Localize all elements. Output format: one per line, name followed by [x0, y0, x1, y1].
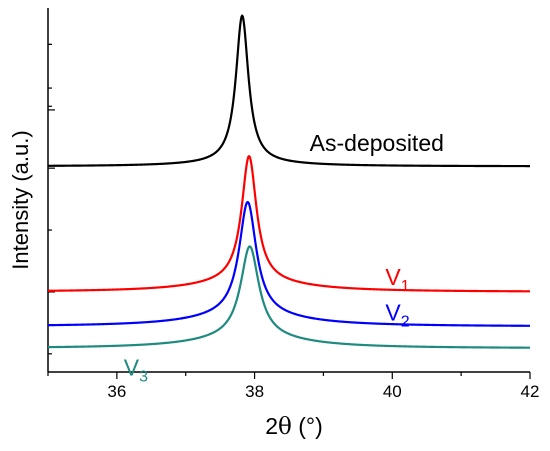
series-line-v2 — [47, 200, 531, 327]
series-label-as-deposited: As-deposited — [310, 130, 444, 156]
x-tick-label: 42 — [521, 382, 540, 401]
series-label-v1: V1 — [385, 264, 409, 295]
series-label-main: V — [385, 300, 401, 326]
series-lines — [47, 14, 531, 349]
series-label-main: V — [124, 355, 140, 381]
series-label-subscript: 1 — [401, 278, 410, 295]
series-line-v3 — [47, 245, 531, 349]
x-axis-label-main: 2 — [265, 413, 278, 439]
x-axis-label-unit: (°) — [292, 413, 323, 439]
x-tick-label: 36 — [107, 382, 126, 401]
x-tick-label: 40 — [383, 382, 402, 401]
x-tick-label: 38 — [245, 382, 264, 401]
y-axis-label: Intensity (a.u.) — [8, 130, 33, 269]
x-axis-label: 2θ (°) — [265, 413, 323, 440]
series-label-main: As-deposited — [310, 130, 444, 156]
series-label-v2: V2 — [385, 300, 409, 331]
series-line-v1 — [47, 155, 531, 293]
series-line-as-deposited — [47, 14, 531, 168]
x-axis-label-theta: θ — [278, 414, 292, 440]
series-label-subscript: 3 — [139, 369, 148, 386]
series-label-main: V — [385, 264, 401, 290]
series-label-v3: V3 — [124, 355, 148, 386]
series-label-subscript: 2 — [401, 314, 410, 331]
axes: 36 38 40 42 — [47, 8, 540, 401]
